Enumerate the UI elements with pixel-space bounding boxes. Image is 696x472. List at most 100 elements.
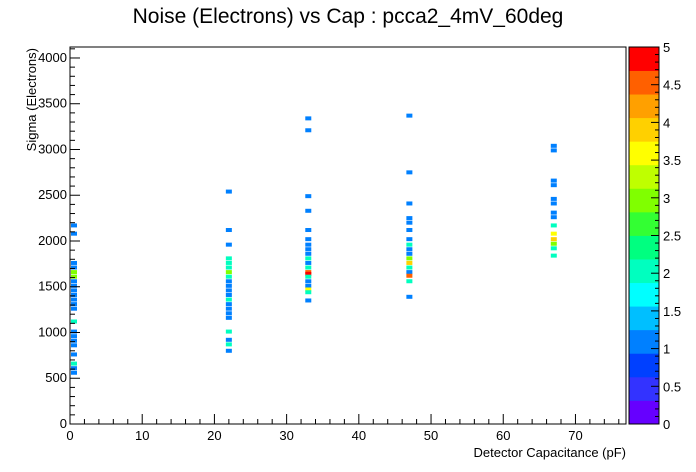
palette-swatch (629, 188, 659, 213)
palette-tick-label: 2.5 (663, 229, 681, 244)
y-tick-label: 2000 (38, 233, 67, 248)
data-point (225, 242, 232, 247)
data-point (550, 253, 557, 258)
data-point (71, 283, 77, 288)
palette-swatch (629, 211, 659, 236)
data-point (305, 128, 312, 133)
data-point (305, 247, 312, 252)
data-point (71, 329, 77, 334)
data-point (406, 220, 413, 225)
data-point (225, 302, 232, 307)
data-point (71, 288, 77, 293)
palette-swatch (629, 164, 659, 189)
data-point (71, 292, 77, 297)
plot-frame (69, 46, 627, 425)
x-tick-label: 20 (207, 428, 221, 443)
data-point (406, 113, 413, 118)
palette-tick-label: 2 (663, 266, 670, 281)
palette-swatch (629, 47, 659, 71)
data-point (406, 242, 413, 247)
data-point (305, 256, 312, 261)
data-point (71, 302, 77, 307)
data-point (71, 279, 77, 284)
y-tick-label: 2500 (38, 187, 67, 202)
data-point (225, 270, 232, 275)
data-point (406, 237, 413, 242)
y-tick-label: 1000 (38, 324, 67, 339)
data-point (71, 231, 77, 236)
palette-swatch (629, 329, 659, 354)
x-axis-title: Detector Capacitance (pF) (474, 445, 626, 460)
data-point (305, 228, 312, 233)
data-point (225, 228, 232, 233)
palette-swatch (629, 400, 659, 425)
data-point (71, 265, 77, 270)
data-point (406, 265, 413, 270)
data-point (550, 183, 557, 188)
data-point (305, 279, 312, 284)
data-point (71, 366, 77, 371)
data-point (225, 315, 232, 320)
palette-swatch (629, 306, 659, 331)
data-point (225, 297, 232, 302)
data-point (225, 311, 232, 316)
data-point (305, 298, 312, 303)
data-point (225, 337, 232, 342)
x-tick-label: 10 (135, 428, 149, 443)
data-point (305, 208, 312, 213)
palette-tick-label: 3 (663, 191, 670, 206)
data-point (305, 283, 312, 288)
data-points (71, 113, 557, 375)
x-tick-label: 50 (424, 428, 438, 443)
data-point (406, 294, 413, 299)
data-point (550, 178, 557, 183)
x-tick-label: 70 (568, 428, 582, 443)
data-point (406, 279, 413, 284)
data-point (225, 342, 232, 347)
data-point (406, 201, 413, 206)
data-point (225, 306, 232, 311)
data-point (71, 274, 77, 279)
x-tick-label: 40 (352, 428, 366, 443)
data-point (71, 297, 77, 302)
data-point (406, 170, 413, 175)
data-point (225, 288, 232, 293)
data-point (225, 265, 232, 270)
data-point (550, 241, 557, 246)
data-point (406, 228, 413, 233)
data-point (406, 216, 413, 221)
palette-tick-label: 4 (663, 115, 670, 130)
data-point (225, 256, 232, 261)
y-axis: 0 500 1000 1500 2000 2500 3000 3500 4000 (38, 48, 80, 431)
data-point (550, 148, 557, 153)
palette-tick-label: 0.5 (663, 379, 681, 394)
y-tick-label: 500 (45, 370, 67, 385)
data-point (550, 246, 557, 251)
data-point (550, 201, 557, 206)
data-point (225, 348, 232, 353)
x-tick-label: 0 (66, 428, 73, 443)
x-tick-label: 60 (496, 428, 510, 443)
data-point (550, 237, 557, 242)
y-tick-label: 3000 (38, 141, 67, 156)
data-point (71, 306, 77, 311)
data-point (71, 223, 77, 228)
palette-tick-label: 4.5 (663, 78, 681, 93)
palette-swatch (629, 259, 659, 284)
data-point (305, 194, 312, 199)
x-axis: 0 10 20 30 40 50 60 70 (66, 414, 620, 443)
data-point (305, 116, 312, 121)
data-point (225, 189, 232, 194)
data-point (550, 215, 557, 220)
data-point (71, 260, 77, 265)
data-point (305, 274, 312, 279)
data-point (71, 338, 77, 343)
palette-tick-label: 5 (663, 40, 670, 55)
data-point (406, 270, 413, 275)
palette-tick-label: 3.5 (663, 153, 681, 168)
palette-swatch (629, 282, 659, 307)
data-point (406, 256, 413, 261)
data-point (305, 242, 312, 247)
palette-swatch (629, 94, 659, 119)
